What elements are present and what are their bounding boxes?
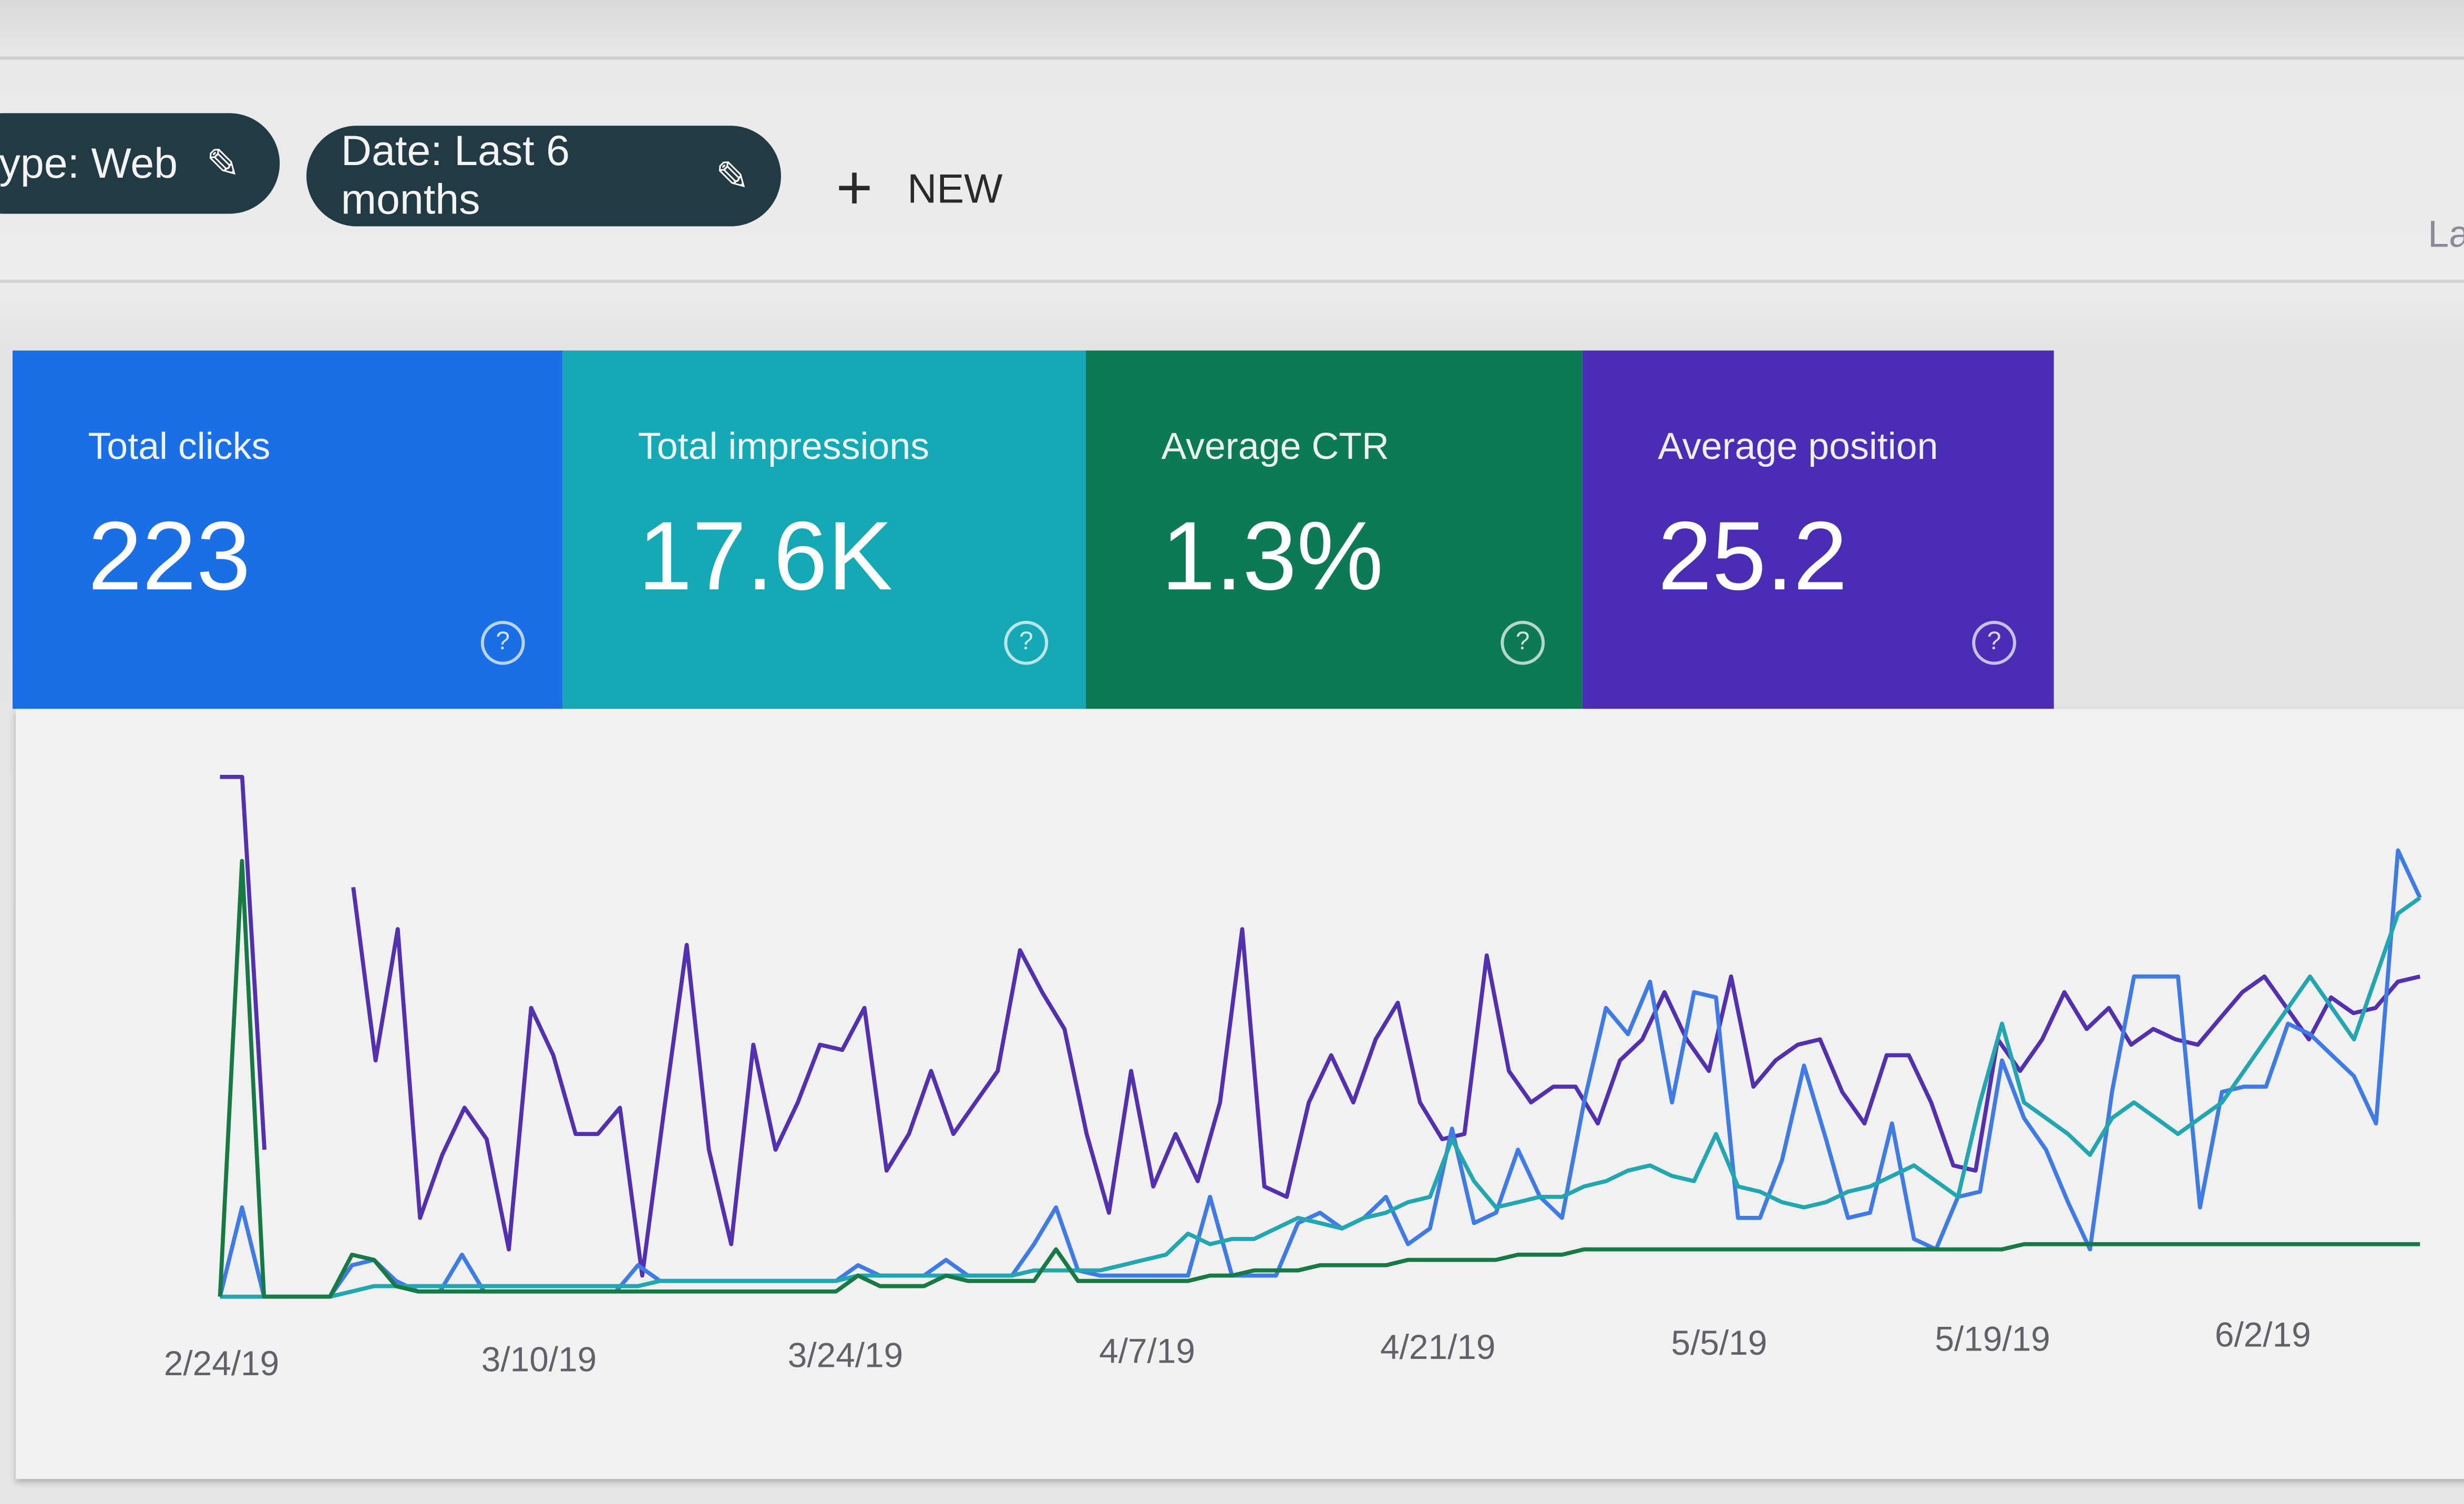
metric-label: Average position [1658,426,1938,468]
top-border [0,56,2464,60]
date-filter-chip[interactable]: Date: Last 6 months ✎ [306,126,781,227]
help-icon[interactable]: ? [1004,620,1049,665]
metric-card-average-position[interactable]: Average position 25.2 ? [1582,350,2054,709]
performance-chart-panel: 2/24/19 3/10/19 3/24/19 4/7/19 4/21/19 5/5/19… [15,709,2464,1479]
x-tick-label: 4/21/19 [1380,1327,1495,1366]
performance-chart[interactable]: 2/24/19 3/10/19 3/24/19 4/7/19 4/21/19 5/5/19… [16,709,2464,1479]
metric-card-average-ctr[interactable]: Average CTR 1.3% ? [1085,350,1583,709]
series-line-total-clicks [218,848,2422,1299]
metric-label: Average CTR [1161,426,1389,468]
last-updated-text: La [2428,213,2464,257]
help-icon[interactable]: ? [1501,620,1545,665]
metric-value: 1.3% [1161,503,1384,612]
x-tick-label: 3/24/19 [788,1336,903,1375]
metric-cards: Total clicks 223 ? Total impressions 17.… [12,350,2054,709]
help-icon[interactable]: ? [1972,620,2016,665]
x-tick-label: 6/2/19 [2215,1315,2311,1354]
series-line-total-impressions [220,896,2421,1299]
x-tick-label: 3/10/19 [481,1339,597,1378]
x-tick-label: 5/19/19 [1935,1319,2050,1358]
x-tick-label: 2/24/19 [164,1344,279,1383]
pencil-icon[interactable]: ✎ [715,151,750,199]
series-line-average-ctr [218,858,2420,1299]
metric-card-total-clicks[interactable]: Total clicks 223 ? [12,350,563,709]
series-line-average-position [220,774,2421,1278]
metric-value: 25.2 [1658,503,1848,612]
new-filter-label: NEW [907,164,1003,212]
search-type-filter-label: type: Web [0,139,178,187]
pencil-icon[interactable]: ✎ [206,139,241,187]
x-tick-label: 4/7/19 [1099,1332,1195,1370]
search-type-filter-chip[interactable]: type: Web ✎ [0,113,280,214]
metric-label: Total impressions [638,426,930,468]
help-icon[interactable]: ? [480,620,525,665]
metric-value: 223 [88,503,251,612]
metric-value: 17.6K [638,503,893,612]
date-filter-label: Date: Last 6 months [341,127,570,223]
new-filter-button[interactable]: + NEW [836,157,1003,220]
divider [0,280,2464,283]
plus-icon: + [836,154,873,223]
metric-label: Total clicks [88,426,271,468]
metric-card-total-impressions[interactable]: Total impressions 17.6K ? [562,350,1086,709]
x-tick-label: 5/5/19 [1671,1323,1767,1362]
